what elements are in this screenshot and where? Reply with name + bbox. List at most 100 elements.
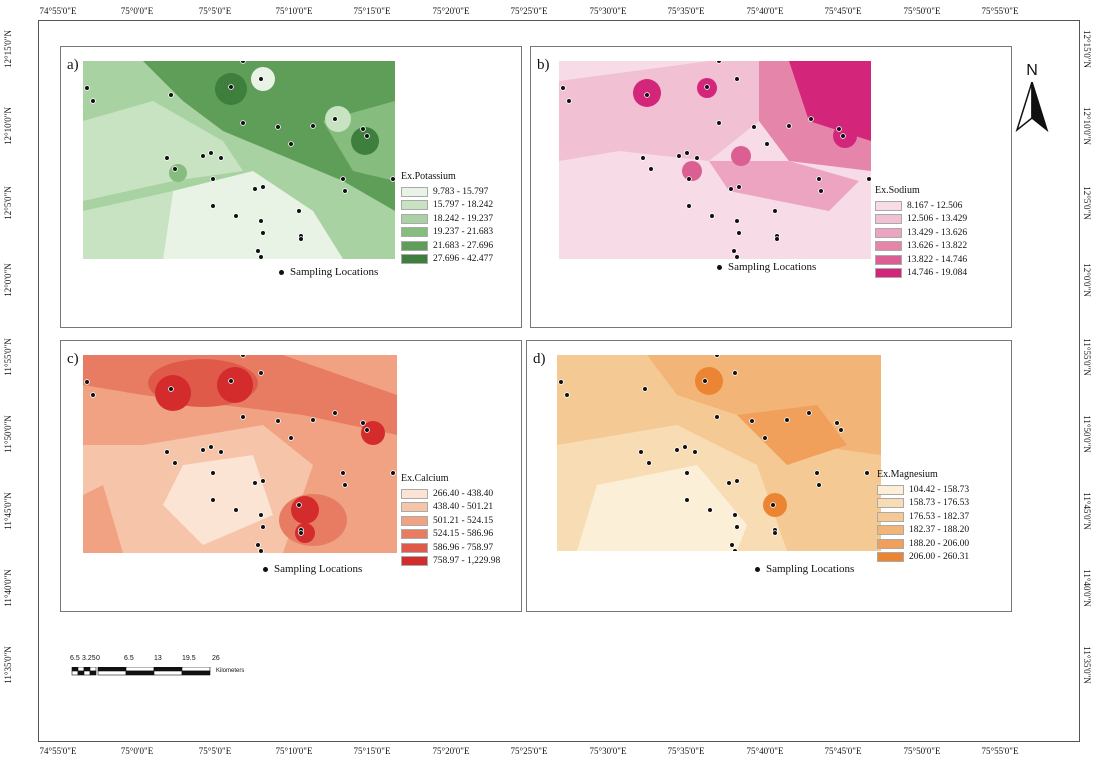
sampling-point [728, 186, 734, 192]
scale-bar-graphic [71, 667, 211, 676]
legend-swatch [877, 538, 904, 549]
legend-swatch [401, 213, 428, 224]
legend-class-label: 158.73 - 176.53 [909, 498, 970, 509]
scale-unit: Kilometers [216, 668, 245, 674]
scale-segment [71, 667, 79, 672]
legend-title: Ex.Magnesium [877, 469, 938, 480]
legend-class-label: 438.40 - 501.21 [433, 502, 494, 513]
sampling-point [749, 418, 755, 424]
sampling-point [260, 524, 266, 530]
map-zone [295, 523, 315, 543]
sampling-point [240, 61, 246, 64]
legend-swatch [877, 525, 904, 536]
sampling-point [260, 478, 266, 484]
sampling-point [172, 460, 178, 466]
sampling-point [731, 248, 737, 254]
lon-tick-top: 75°45'0"E [824, 6, 862, 16]
sampling-point [228, 84, 234, 90]
sampling-point [838, 427, 844, 433]
sampling-point [168, 386, 174, 392]
sampling-point [255, 542, 261, 548]
sampling-point [332, 410, 338, 416]
sampling-point [674, 447, 680, 453]
sampling-dot-icon [755, 566, 760, 572]
legend-swatch [877, 484, 904, 495]
sampling-point [716, 61, 722, 64]
sampling-legend: Sampling Locations [263, 563, 362, 575]
sampling-point [360, 420, 366, 426]
map-zone [169, 164, 187, 182]
sampling-point [646, 460, 652, 466]
sampling-point [340, 470, 346, 476]
scale-segment [153, 667, 183, 672]
sampling-point [784, 417, 790, 423]
sampling-point [564, 392, 570, 398]
map-zone [83, 445, 143, 495]
scale-label: 6.5 [70, 655, 80, 662]
legend-class-label: 104.42 - 158.73 [909, 484, 970, 495]
legend: Ex.Calcium 266.40 - 438.40 438.40 - 501.2… [401, 473, 500, 568]
legend-item: 14.746 - 19.084 [875, 267, 967, 281]
scale-segment [125, 667, 155, 672]
sampling-point [684, 470, 690, 476]
scale-segment [89, 670, 97, 676]
sampling-point [774, 236, 780, 242]
map-zone [577, 465, 747, 551]
map-zone [709, 161, 859, 211]
legend-class-label: 176.53 - 182.37 [909, 511, 970, 522]
sampling-point [736, 230, 742, 236]
sampling-point [210, 203, 216, 209]
panel-magnesium: d) Ex.Magnesium 104.42 - 158.73 158.73 - … [526, 340, 1012, 612]
map-zone [155, 375, 191, 411]
panel-potassium: a) Ex.Potassium 9.783 - 15.797 15.797 - 1… [60, 46, 522, 328]
sampling-point [644, 92, 650, 98]
legend-item: 176.53 - 182.37 [877, 510, 969, 524]
map-zone [695, 367, 723, 395]
legend-class-label: 501.21 - 524.15 [433, 515, 494, 526]
sampling-point [210, 470, 216, 476]
lat-tick-right: 11°45'0"N [1082, 492, 1092, 530]
lat-tick-right: 11°35'0"N [1082, 646, 1092, 684]
sampling-point [172, 166, 178, 172]
lat-tick-left: 12°0'0"N [3, 263, 13, 297]
legend-title: Ex.Sodium [875, 185, 920, 196]
legend-item: 13.626 - 13.822 [875, 240, 967, 254]
sampling-point [310, 123, 316, 129]
sampling-dot-icon [279, 269, 284, 275]
sodium-map [559, 61, 871, 259]
lon-tick-bottom: 75°0'0"E [120, 746, 154, 756]
sampling-dot-icon [263, 566, 268, 572]
sampling-point [84, 85, 90, 91]
sampling-point [84, 379, 90, 385]
legend-item: 158.73 - 176.53 [877, 497, 969, 511]
lon-tick-bottom: 75°40'0"E [746, 746, 784, 756]
sampling-label: Sampling Locations [274, 563, 363, 575]
scale-segment [181, 670, 211, 676]
map-zone [143, 61, 395, 211]
lon-tick-bottom: 74°55'0"E [39, 746, 77, 756]
sampling-point [240, 120, 246, 126]
sampling-point [816, 176, 822, 182]
sampling-legend: Sampling Locations [755, 563, 854, 575]
sampling-point [806, 410, 812, 416]
sampling-point [260, 230, 266, 236]
legend-item: 15.797 - 18.242 [401, 199, 493, 213]
map-zone [361, 421, 385, 445]
sampling-point [390, 470, 396, 476]
lat-tick-left: 12°15'0"N [3, 30, 13, 68]
lon-tick-bottom: 75°15'0"E [353, 746, 391, 756]
sampling-point [732, 512, 738, 518]
lat-tick-left: 11°40'0"N [3, 569, 13, 607]
legend-item: 27.696 - 42.477 [401, 253, 493, 267]
sampling-point [200, 153, 206, 159]
scale-segment [77, 670, 85, 676]
sampling-point [751, 124, 757, 130]
scale-segment [125, 670, 155, 676]
sampling-point [716, 120, 722, 126]
sampling-point [709, 213, 715, 219]
sampling-point [684, 497, 690, 503]
sampling-point [164, 449, 170, 455]
sampling-point [772, 530, 778, 536]
legend-rows: 266.40 - 438.40 438.40 - 501.21 501.21 - 5… [401, 487, 500, 568]
lon-tick-top: 75°10'0"E [275, 6, 313, 16]
